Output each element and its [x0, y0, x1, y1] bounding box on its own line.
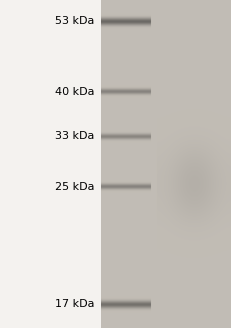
Text: 53 kDa: 53 kDa [55, 16, 95, 26]
Text: 25 kDa: 25 kDa [55, 182, 95, 192]
Text: 33 kDa: 33 kDa [55, 131, 95, 141]
Text: 40 kDa: 40 kDa [55, 87, 95, 97]
Text: 17 kDa: 17 kDa [55, 299, 95, 309]
